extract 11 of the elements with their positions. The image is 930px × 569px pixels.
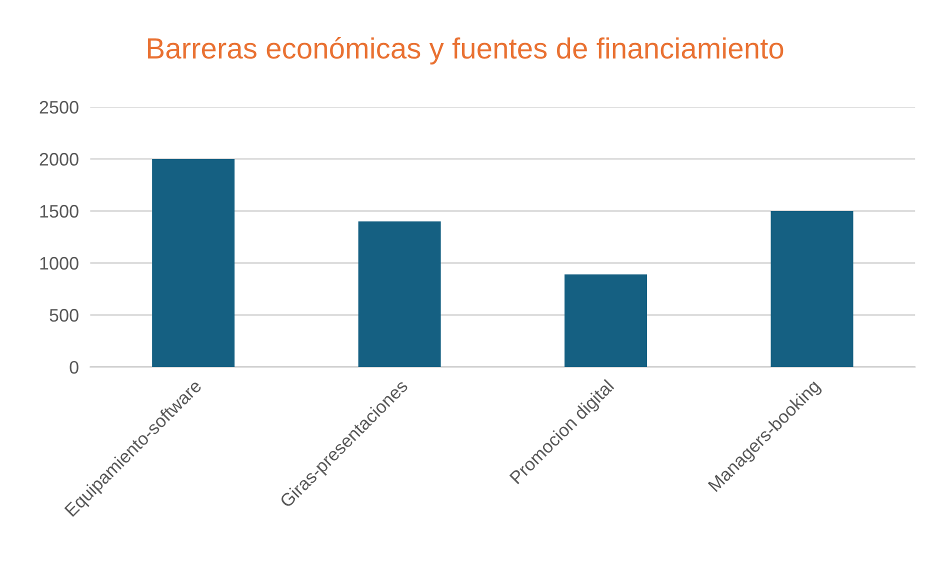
y-tick-label: 2000 [40,152,78,166]
y-tick-label: 500 [50,308,78,322]
y-tick-label: 2500 [40,100,78,114]
y-tick-label: 0 [70,360,78,374]
bar [770,210,854,368]
bar [564,274,648,368]
bar [358,221,441,368]
y-tick-label: 1000 [40,256,78,270]
chart-title: Barreras económicas y fuentes de financiamiento [148,36,784,65]
bar [152,158,235,368]
y-tick-label: 1500 [40,204,78,218]
